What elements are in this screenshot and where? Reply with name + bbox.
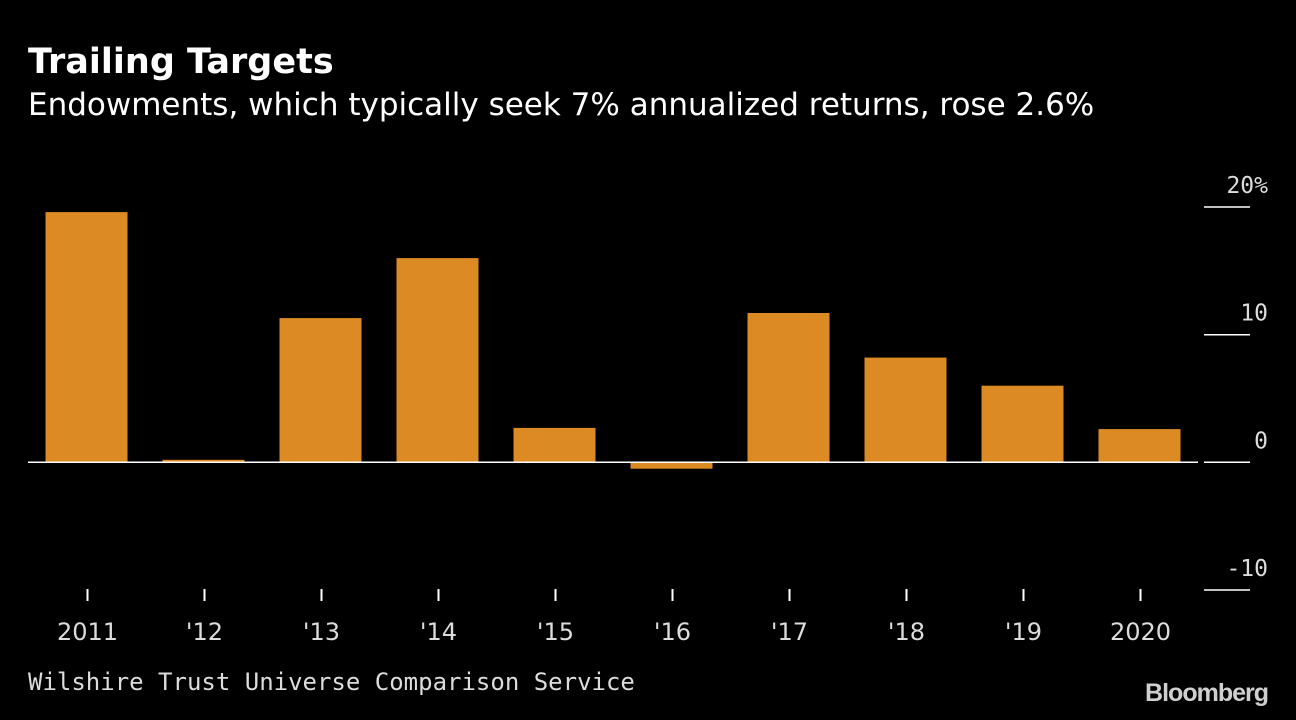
x-tick-label-5: '16 (654, 618, 691, 646)
bar-3 (396, 258, 479, 463)
x-tick-label-9: 2020 (1110, 618, 1171, 646)
x-tick-label-2: '13 (303, 618, 340, 646)
y-tick-label-2: 0 (1254, 428, 1268, 454)
y-tick-label-3: -10 (1226, 556, 1268, 582)
bar-5 (630, 462, 713, 469)
x-tick-label-1: '12 (186, 618, 223, 646)
bar-6 (747, 313, 830, 463)
axis-layer: 20% 10 0 -10 2011 '12 '13 '14 '15 '16 '17 '18 '19 202… (28, 173, 1268, 646)
chart-title: Trailing Targets (28, 42, 334, 82)
x-tick-label-3: '14 (420, 618, 457, 646)
y-tick-label-0: 20% (1226, 173, 1268, 199)
bar-4 (513, 427, 596, 463)
x-tick-label-4: '15 (537, 618, 574, 646)
bar-9 (1098, 429, 1181, 463)
bloomberg-logo: Bloomberg (1145, 679, 1269, 707)
x-tick-label-7: '18 (888, 618, 925, 646)
source-note: Wilshire Trust Universe Comparison Servi… (28, 668, 635, 696)
bar-1 (162, 459, 245, 463)
chart-subtitle: Endowments, which typically seek 7% annu… (28, 87, 1095, 123)
bar-0 (45, 212, 128, 463)
x-tick-label-8: '19 (1005, 618, 1042, 646)
bars-layer (45, 212, 1181, 469)
x-tick-label-6: '17 (771, 618, 808, 646)
x-tick-label-0: 2011 (57, 618, 118, 646)
y-tick-label-1: 10 (1240, 301, 1268, 327)
bar-8 (981, 385, 1064, 463)
bar-7 (864, 357, 947, 463)
bar-2 (279, 318, 362, 463)
